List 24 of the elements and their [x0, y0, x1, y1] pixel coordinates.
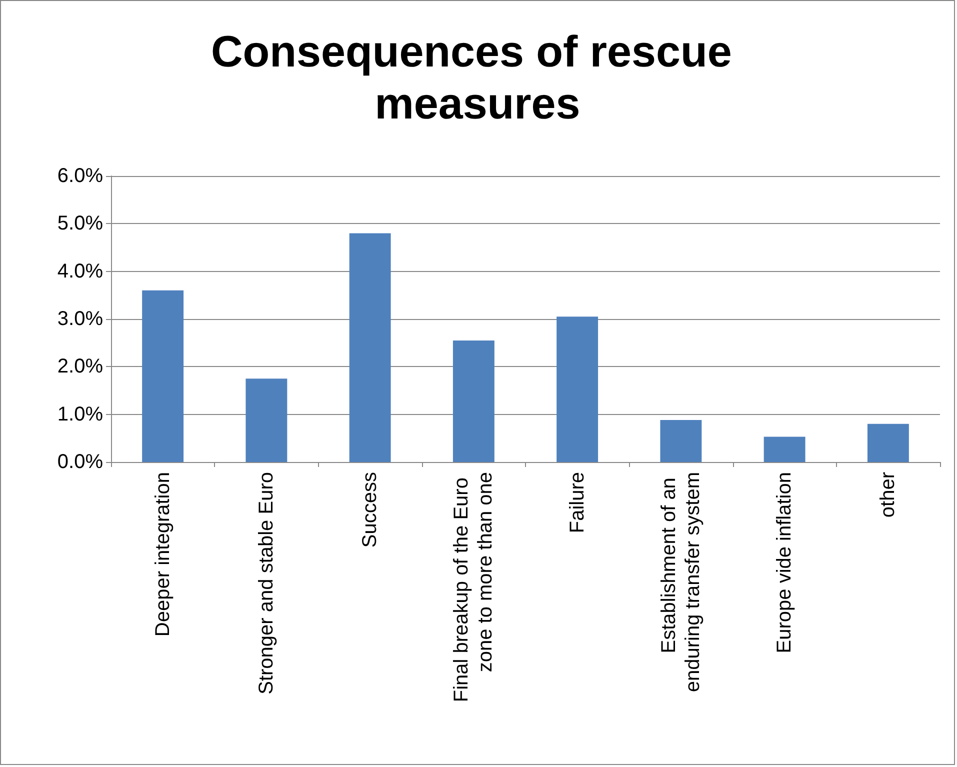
chart-title: Consequences of rescue measures: [210, 28, 744, 128]
y-tick-label: 0.0%: [57, 451, 104, 473]
x-tick-label: Europe vide inflation: [774, 472, 796, 654]
y-tick-label: 3.0%: [57, 308, 104, 330]
x-tick-label: Success: [359, 472, 382, 548]
bar: [246, 378, 288, 462]
bar: [349, 233, 391, 462]
y-tick-label: 2.0%: [57, 356, 104, 378]
x-tick-label: Failure: [566, 472, 588, 534]
y-tick-label: 6.0%: [57, 165, 104, 187]
bar: [142, 290, 184, 462]
x-tick-label: Establishment of an enduring transfer system: [658, 472, 704, 692]
bar: [867, 424, 909, 462]
bar: [452, 340, 494, 462]
bar: [660, 420, 702, 462]
x-tick-label: Deeper integration: [152, 472, 174, 637]
x-tick-label: other: [877, 472, 900, 518]
y-tick-label: 4.0%: [57, 260, 104, 282]
x-tick-label: Stronger and stable Euro: [255, 472, 278, 694]
bar: [556, 316, 598, 462]
bar: [764, 436, 806, 462]
x-tick-label: Final breakup of the Euro zone to more than one: [450, 472, 497, 702]
y-tick-label: 5.0%: [57, 212, 104, 235]
y-tick-label: 1.0%: [57, 403, 104, 426]
